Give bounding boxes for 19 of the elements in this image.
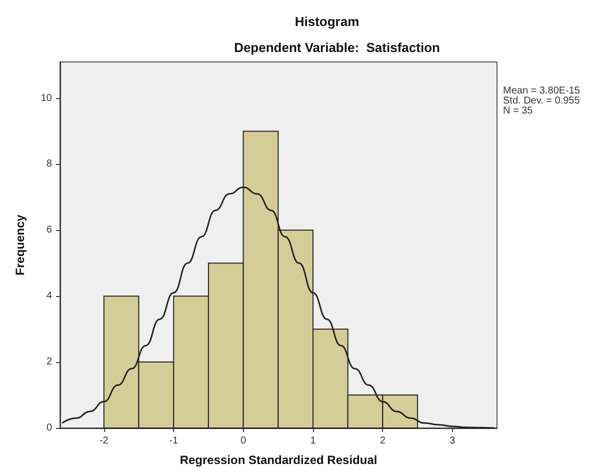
- text: Mean = 3.80E-15: [503, 86, 580, 96]
- chart-title: Histogram: [294, 14, 360, 29]
- text: N = 35: [503, 106, 534, 116]
- y-tick-label: 8: [46, 158, 52, 170]
- x-axis-title: Regression Standardized Residual: [180, 453, 378, 467]
- y-tick-label: 10: [40, 92, 52, 104]
- y-tick-label: 4: [46, 290, 52, 302]
- y-tick-label: 6: [46, 224, 52, 236]
- x-tick-label: 1: [310, 436, 316, 446]
- y-axis-title: Frequency: [13, 214, 27, 276]
- x-tick-label: -1: [169, 436, 178, 446]
- x-tick-label: -2: [99, 436, 109, 446]
- y-tick-label: 2: [46, 356, 52, 368]
- text: Std. Dev. = 0.955: [503, 96, 580, 106]
- x-tick-label: 0: [240, 436, 247, 446]
- y-tick-label: 0: [46, 422, 52, 434]
- x-tick-label: 2: [380, 436, 386, 446]
- x-tick-label: 3: [450, 436, 456, 446]
- chart-subtitle: Dependent Variable: Satisfaction: [234, 40, 440, 55]
